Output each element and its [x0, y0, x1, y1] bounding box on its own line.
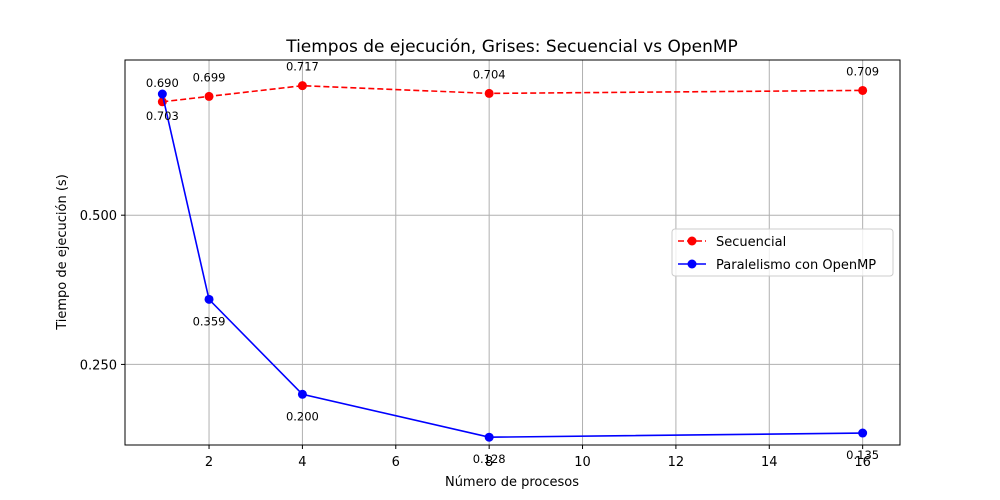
chart-title: Tiempos de ejecución, Grises: Secuencial…	[285, 37, 738, 57]
data-label: 0.709	[846, 64, 879, 78]
legend-label: Paralelismo con OpenMP	[716, 258, 876, 273]
legend-marker	[687, 236, 697, 246]
x-tick-label: 10	[574, 455, 591, 470]
data-point	[484, 88, 494, 98]
axis-ticks: 2 4 6 8 10 12 14 16 0.250 0.500	[80, 209, 871, 470]
series-layer	[157, 81, 868, 442]
y-tick-label: 0.250	[80, 358, 117, 373]
legend-item: Paralelismo con OpenMP	[678, 258, 876, 273]
x-tick-label: 6	[392, 455, 400, 470]
data-point	[204, 294, 214, 304]
legend-box	[671, 228, 894, 277]
legend: Secuencial Paralelismo con OpenMP	[671, 228, 894, 277]
data-label: 0.135	[846, 448, 879, 462]
data-label: 0.703	[146, 109, 179, 123]
x-tick-label: 8	[485, 455, 493, 470]
x-tick-label: 14	[761, 455, 778, 470]
y-tick-label: 0.500	[80, 209, 117, 224]
data-point	[858, 428, 868, 438]
x-tick-label: 16	[854, 455, 871, 470]
x-axis-title: Número de procesos	[445, 475, 579, 490]
data-point	[484, 432, 494, 442]
data-point	[858, 85, 868, 95]
series-line	[162, 84, 863, 103]
data-point	[204, 91, 214, 101]
x-tick-label: 12	[668, 455, 685, 470]
data-label: 0.690	[146, 76, 179, 90]
data-label: 0.699	[193, 70, 226, 84]
data-label: 0.128	[473, 452, 506, 466]
data-label: 0.200	[286, 409, 319, 423]
x-tick-label: 2	[205, 455, 213, 470]
data-point	[297, 389, 307, 399]
data-point	[157, 89, 167, 99]
legend-label: Secuencial	[716, 235, 786, 250]
data-point	[297, 81, 307, 91]
data-label: 0.359	[193, 314, 226, 328]
y-axis-title: Tiempo de ejecución (s)	[55, 174, 70, 331]
data-labels: 0.690 0.699 0.717 0.704 0.709 0.703 0.359 0.200…	[146, 60, 879, 467]
data-label: 0.704	[473, 67, 506, 81]
legend-marker	[687, 259, 697, 269]
plot-frame	[124, 59, 901, 446]
legend-item: Secuencial	[678, 235, 786, 250]
data-label: 0.717	[286, 60, 319, 74]
x-tick-label: 4	[298, 455, 306, 470]
grid-lines	[125, 60, 900, 445]
